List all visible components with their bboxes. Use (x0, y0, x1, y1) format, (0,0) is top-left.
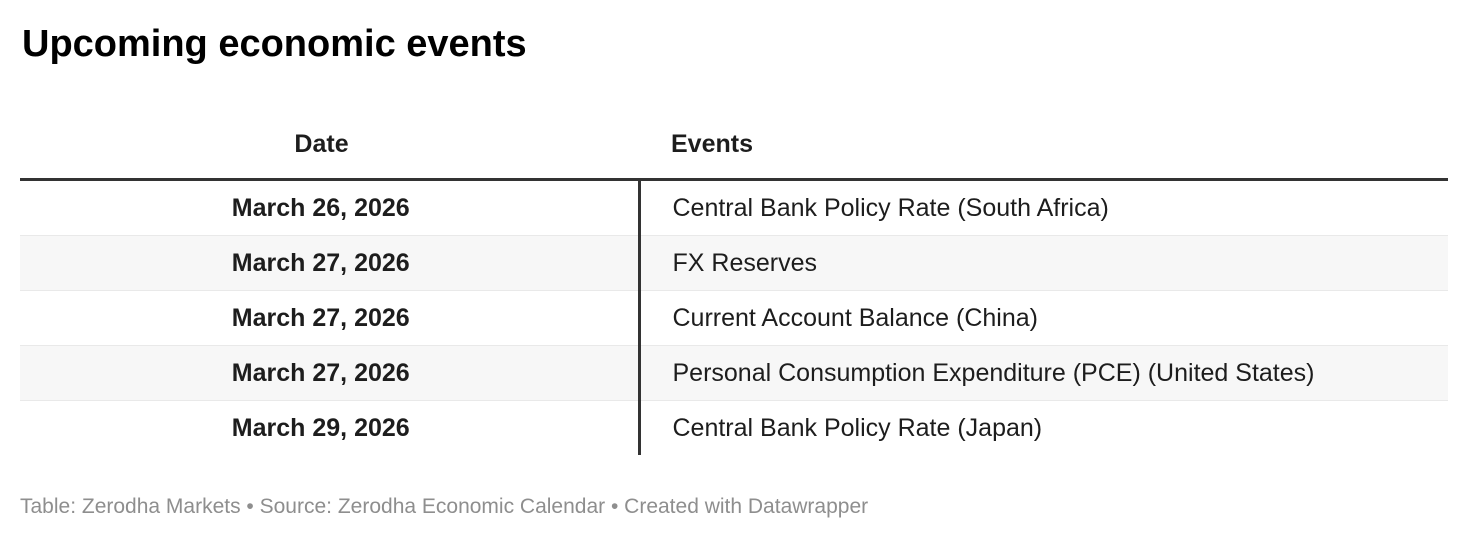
table-header: Date Events (20, 110, 1448, 181)
table-row: March 26, 2026 Central Bank Policy Rate … (20, 179, 1448, 236)
date-cell: March 27, 2026 (231, 358, 410, 387)
event-cell: Current Account Balance (China) (637, 290, 1448, 346)
event-cell: Central Bank Policy Rate (Japan) (637, 400, 1448, 455)
table-row: March 27, 2026 Current Account Balance (… (20, 290, 1448, 346)
table-footer: Table: Zerodha Markets • Source: Zerodha… (20, 496, 1448, 518)
event-cell: FX Reserves (637, 235, 1448, 291)
date-cell: March 29, 2026 (231, 413, 410, 442)
column-header-date: Date (20, 110, 639, 181)
date-cell: March 26, 2026 (231, 193, 410, 222)
page: Upcoming economic events Date Events Mar… (0, 22, 1468, 518)
date-cell: March 27, 2026 (231, 248, 410, 277)
events-table: Date Events March 26, 2026 Central Bank … (20, 110, 1448, 455)
table-row: March 27, 2026 Personal Consumption Expe… (20, 345, 1448, 401)
attribution-text: Table: Zerodha Markets • Source: Zerodha… (20, 495, 869, 518)
column-header-events: Events (639, 110, 1448, 181)
table-row: March 27, 2026 FX Reserves (20, 235, 1448, 291)
page-title: Upcoming economic events (22, 23, 527, 65)
event-cell: Personal Consumption Expenditure (PCE) (… (637, 345, 1448, 401)
table-body: March 26, 2026 Central Bank Policy Rate … (20, 179, 1448, 455)
date-cell: March 27, 2026 (231, 303, 410, 332)
header-row: Date Events (20, 110, 1448, 181)
table-row: March 29, 2026 Central Bank Policy Rate … (20, 400, 1448, 455)
event-cell: Central Bank Policy Rate (South Africa) (637, 179, 1448, 236)
